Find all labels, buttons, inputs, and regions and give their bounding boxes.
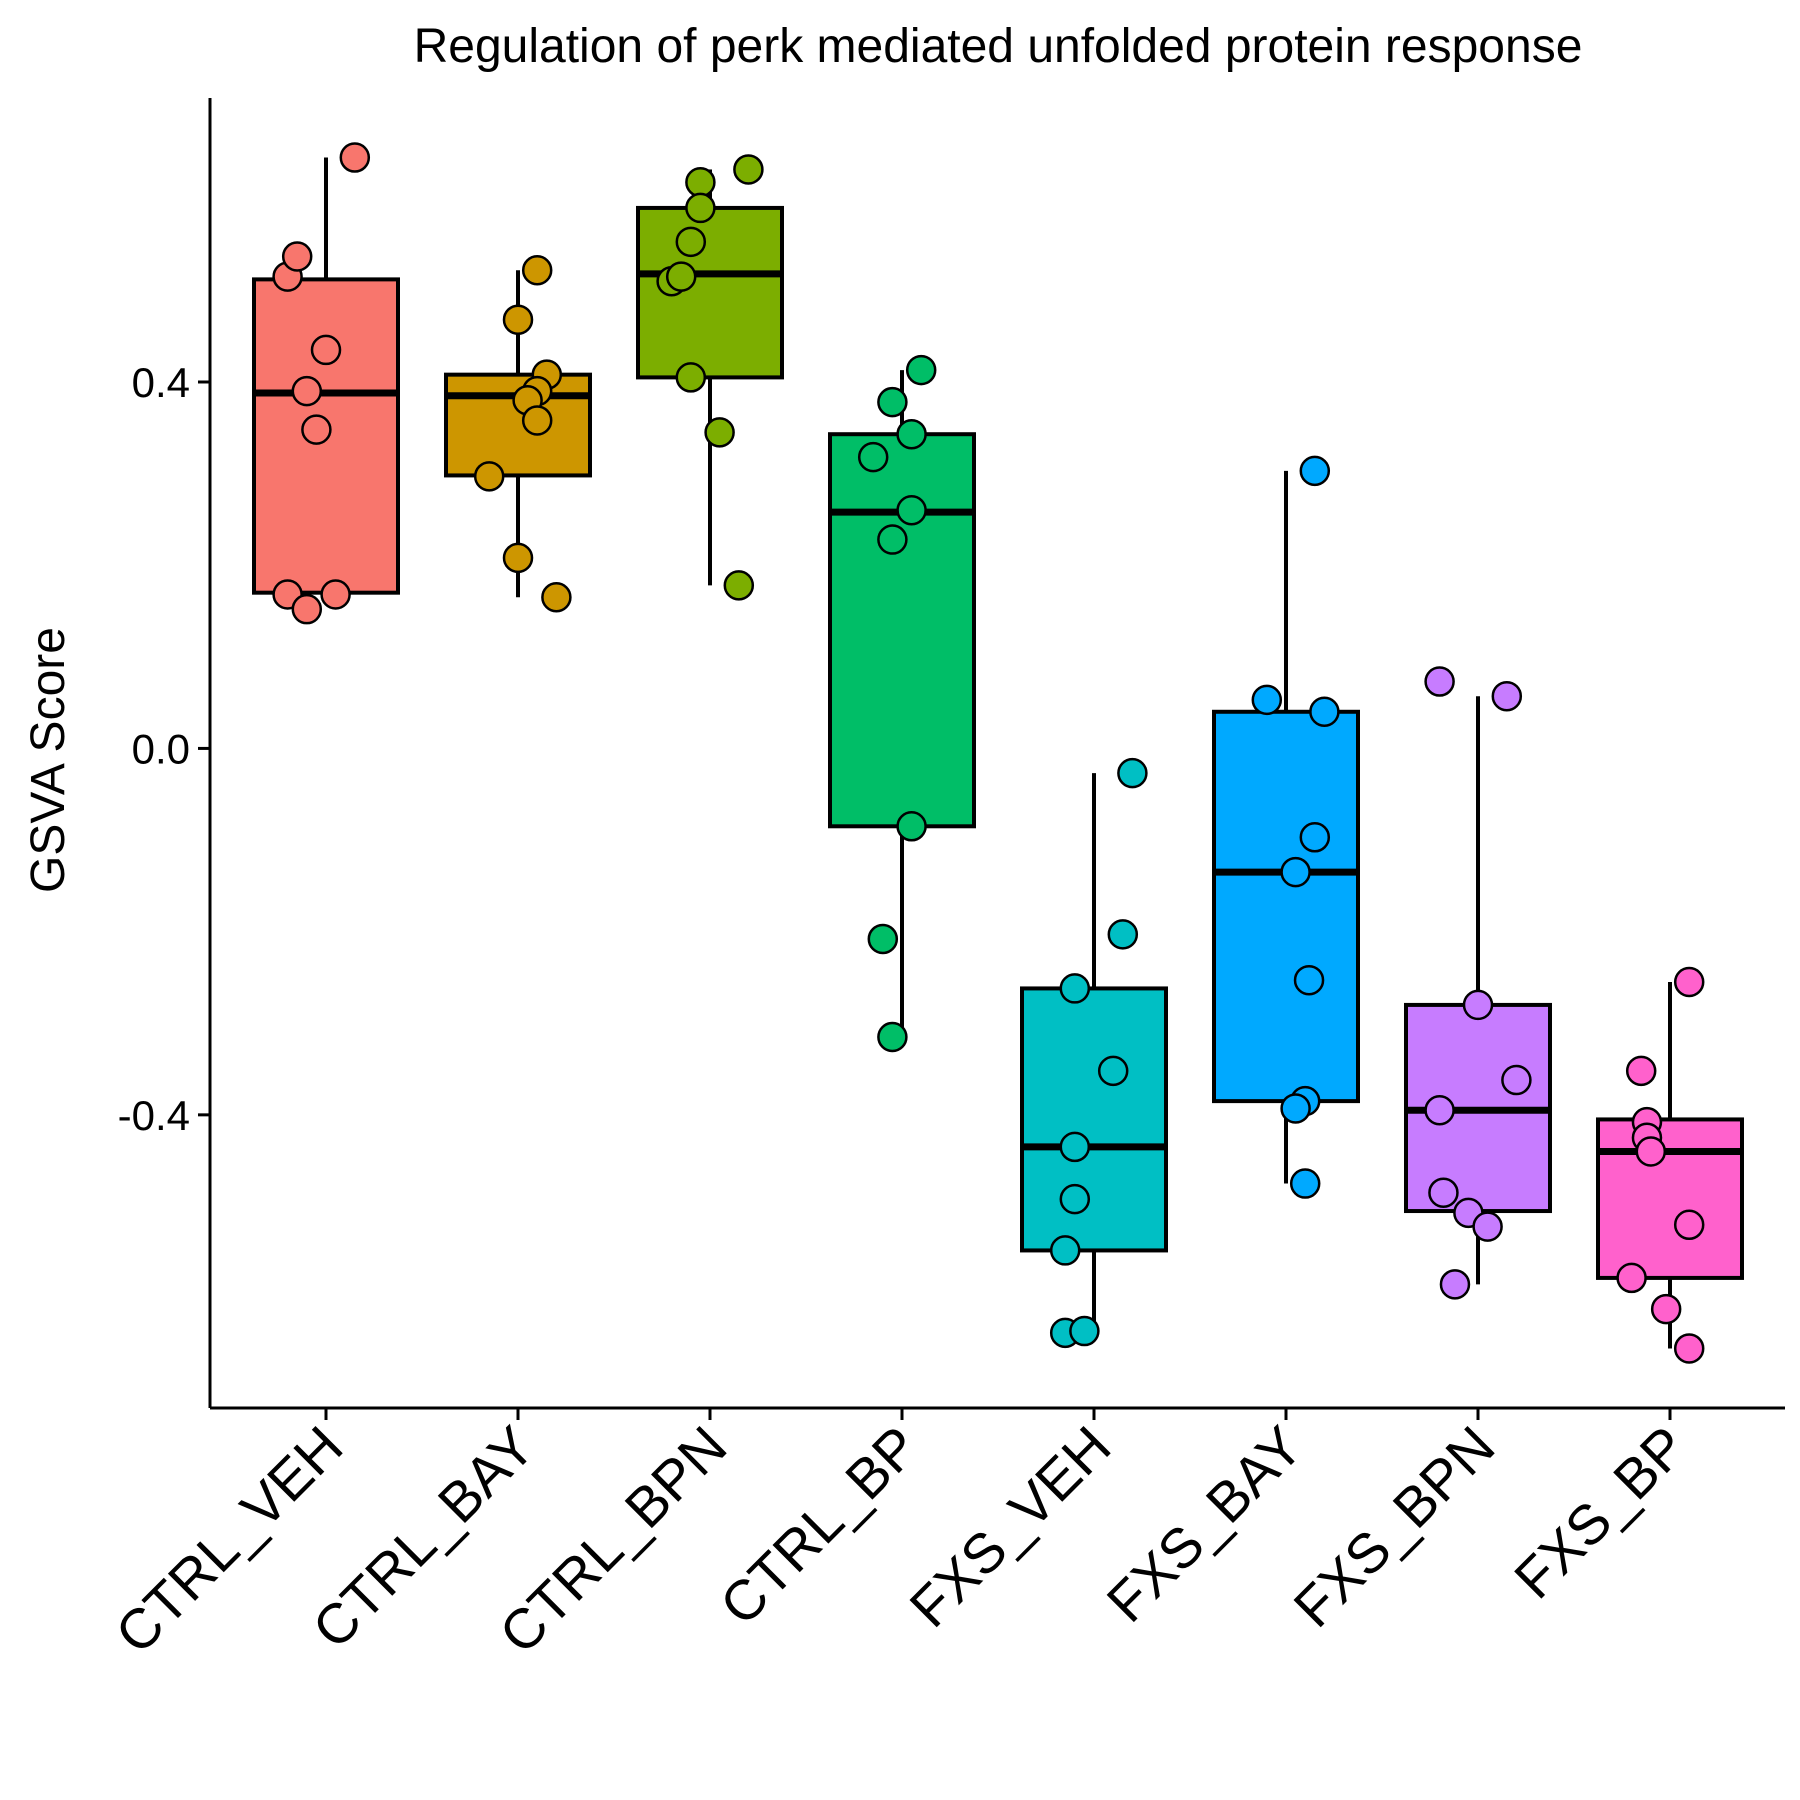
data-point xyxy=(1424,666,1455,697)
y-tick-label: 0.0 xyxy=(132,725,190,772)
box xyxy=(1020,986,1168,1253)
box-group-ctrl-veh xyxy=(252,142,400,625)
x-axis: CTRL_VEHCTRL_BAYCTRL_BPNCTRL_BPFXS_VEHFX… xyxy=(103,1406,1785,1665)
x-tick-label: CTRL_BP xyxy=(708,1414,931,1637)
data-point xyxy=(310,334,342,366)
data-point xyxy=(473,461,505,492)
data-point xyxy=(1299,455,1331,487)
data-point xyxy=(896,494,927,526)
data-point xyxy=(1625,1055,1657,1087)
data-point xyxy=(704,417,735,448)
data-point xyxy=(1650,1293,1682,1325)
data-point xyxy=(1309,696,1340,728)
data-point xyxy=(1439,1269,1471,1300)
data-point xyxy=(1251,684,1283,716)
data-point xyxy=(1107,919,1139,950)
data-point xyxy=(1059,1183,1091,1215)
data-point xyxy=(291,375,323,407)
data-point xyxy=(521,254,553,286)
data-point xyxy=(1059,1131,1091,1163)
data-point xyxy=(877,524,908,555)
x-tick-label: FXS_BAY xyxy=(1095,1414,1315,1634)
box xyxy=(1212,709,1360,1104)
data-point xyxy=(675,362,707,393)
box-group-fxs-bpn xyxy=(1404,666,1552,1300)
data-point xyxy=(877,1021,908,1053)
x-tick-label: FXS_BP xyxy=(1502,1414,1698,1610)
data-point xyxy=(320,579,351,610)
data-point xyxy=(685,192,716,224)
data-point xyxy=(1673,1333,1705,1364)
data-point xyxy=(857,441,889,473)
box-group-ctrl-bpn xyxy=(636,154,784,601)
data-point xyxy=(301,414,332,445)
data-point xyxy=(685,167,716,198)
data-point xyxy=(1501,1064,1532,1096)
data-point xyxy=(541,582,572,613)
data-point xyxy=(502,304,534,335)
data-point xyxy=(502,542,534,574)
y-axis: -0.4 0.0 0.4 xyxy=(118,98,212,1408)
data-point xyxy=(1424,1095,1455,1126)
data-point xyxy=(905,354,937,386)
data-point xyxy=(1635,1136,1667,1167)
data-point xyxy=(1616,1262,1647,1294)
data-point xyxy=(1462,989,1494,1021)
data-point xyxy=(896,811,927,842)
data-point xyxy=(339,142,371,173)
box-group-ctrl-bp xyxy=(828,354,976,1053)
data-point xyxy=(1117,757,1148,789)
data-point xyxy=(867,923,899,955)
box xyxy=(636,205,784,380)
data-point xyxy=(1049,1235,1081,1266)
data-point xyxy=(1293,964,1325,996)
data-point xyxy=(1289,1168,1321,1199)
x-tick-label: FXS_VEH xyxy=(897,1414,1122,1639)
data-point xyxy=(1673,1209,1705,1241)
data-point xyxy=(877,386,908,418)
box xyxy=(1596,1117,1744,1280)
data-point xyxy=(1472,1211,1503,1242)
data-point xyxy=(1491,680,1523,712)
data-point xyxy=(733,154,764,185)
data-point xyxy=(675,226,707,258)
data-point xyxy=(521,405,553,436)
data-point xyxy=(665,261,697,292)
data-point xyxy=(896,418,927,450)
data-point xyxy=(1280,856,1311,888)
plot-area xyxy=(252,142,1744,1364)
data-point xyxy=(1059,973,1091,1004)
y-tick-label: -0.4 xyxy=(118,1092,190,1139)
box-group-fxs-bp xyxy=(1596,966,1744,1364)
box-group-fxs-bay xyxy=(1212,455,1360,1199)
data-point xyxy=(1673,966,1705,998)
data-point xyxy=(1280,1093,1311,1124)
box-group-fxs-veh xyxy=(1020,757,1168,1349)
box-group-ctrl-bay xyxy=(444,254,592,613)
data-point xyxy=(723,570,755,601)
data-point xyxy=(1069,1315,1100,1347)
data-point xyxy=(281,241,313,272)
y-tick-label: 0.4 xyxy=(132,359,190,406)
data-point xyxy=(1097,1055,1129,1087)
data-point xyxy=(1299,822,1331,853)
box xyxy=(828,432,976,829)
chart-title: Regulation of perk mediated unfolded pro… xyxy=(414,20,1583,73)
data-point xyxy=(1428,1177,1459,1208)
y-axis-label: GSVA Score xyxy=(22,627,75,893)
data-point xyxy=(291,593,323,625)
x-tick-label: FXS_BPN xyxy=(1281,1414,1506,1639)
